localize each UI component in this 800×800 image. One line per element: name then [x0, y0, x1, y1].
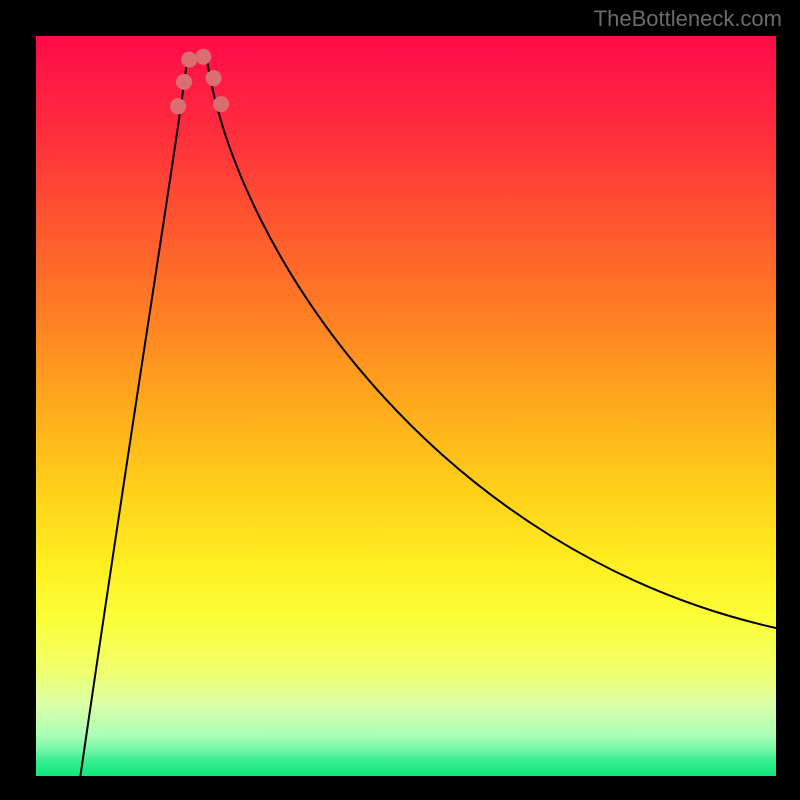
bottleneck-curve: [80, 55, 776, 776]
marker-dot: [206, 70, 222, 86]
marker-dot: [181, 52, 197, 68]
marker-dot: [176, 74, 192, 90]
marker-dot: [213, 96, 229, 112]
plot-curve-layer: [36, 36, 776, 776]
marker-dot: [170, 98, 186, 114]
watermark-text: TheBottleneck.com: [594, 6, 782, 32]
marker-dot: [195, 49, 211, 65]
plot-area: [36, 36, 776, 776]
